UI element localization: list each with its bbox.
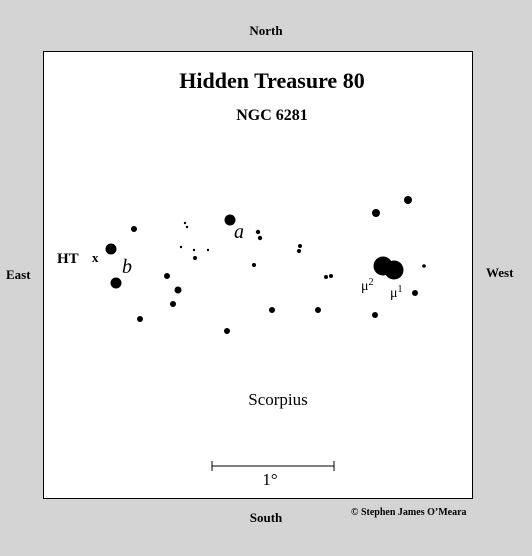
star-field [105, 196, 426, 334]
star-13 [252, 263, 256, 267]
north-label: North [249, 23, 283, 38]
west-label: West [486, 265, 514, 280]
star-31 [384, 260, 404, 280]
star-20 [170, 301, 176, 307]
chart-subtitle: NGC 6281 [236, 107, 308, 124]
cluster-marker-x: x [92, 250, 99, 265]
star-17 [329, 274, 333, 278]
star-29 [372, 312, 378, 318]
copyright-credit: © Stephen James O’Meara [351, 507, 467, 518]
star-19 [174, 286, 182, 294]
star-label-b: b [122, 256, 132, 278]
scale-bar [211, 461, 335, 471]
star-11 [255, 229, 261, 235]
star-label-a: a [234, 221, 244, 243]
star-28 [412, 290, 418, 296]
star-1 [224, 214, 236, 226]
star-16 [324, 275, 328, 279]
star-24 [315, 307, 321, 313]
chart-title: Hidden Treasure 80 [179, 68, 364, 93]
star-26 [404, 196, 412, 204]
scale-bar-label: 1° [262, 470, 277, 489]
east-label: East [6, 267, 31, 282]
star-2 [105, 243, 117, 255]
star-21 [137, 316, 143, 322]
star-15 [297, 249, 301, 253]
star-9 [206, 248, 210, 252]
star-label-mu2: μ2 [361, 277, 374, 294]
south-label: South [249, 510, 283, 525]
star-7 [179, 245, 183, 249]
star-6 [185, 225, 189, 229]
star-8 [192, 248, 196, 252]
constellation-label: Scorpius [248, 390, 308, 409]
star-25 [372, 209, 380, 217]
star-5 [183, 221, 187, 225]
star-18 [164, 273, 170, 279]
star-22 [224, 328, 230, 334]
star-12 [257, 235, 263, 241]
star-3 [110, 277, 122, 289]
star-27 [422, 264, 426, 268]
star-23 [269, 307, 275, 313]
cluster-label-ht: HT [57, 251, 79, 267]
star-4 [131, 226, 137, 232]
star-14 [298, 244, 302, 248]
star-label-mu1: μ1 [390, 284, 403, 301]
star-10 [193, 256, 197, 260]
